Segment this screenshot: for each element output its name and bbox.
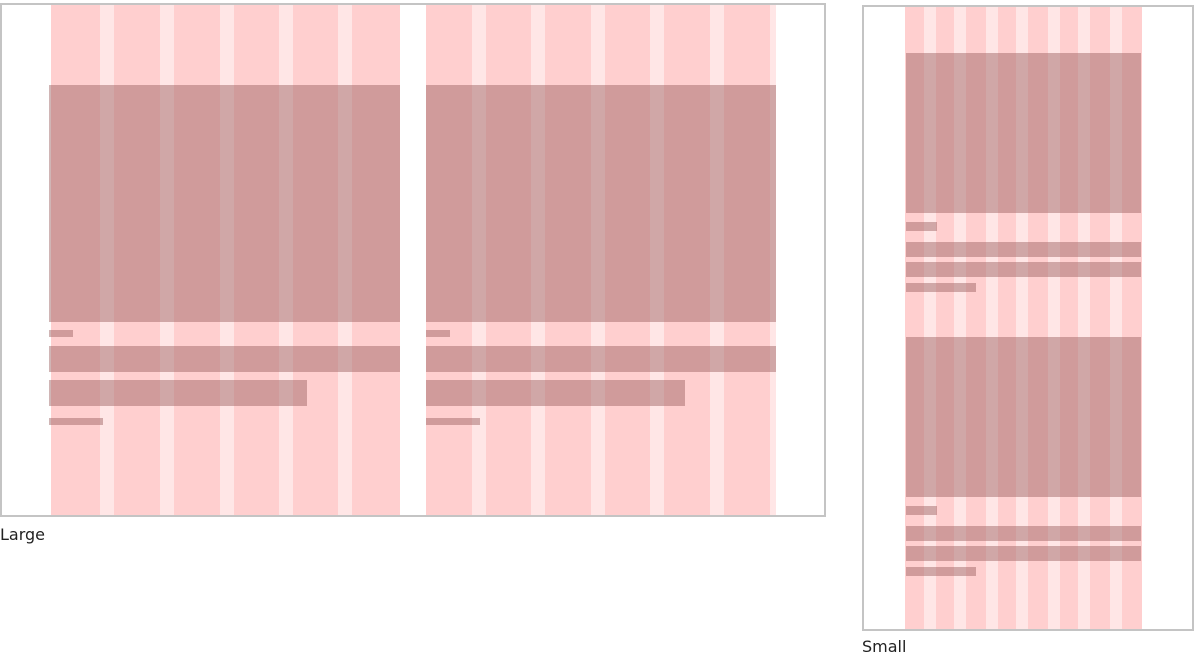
card-image-placeholder <box>49 85 400 322</box>
small-frame-caption: Small <box>862 637 907 656</box>
large-layout-frame <box>0 3 826 517</box>
card-title-line-placeholder <box>906 242 1141 257</box>
card-meta-placeholder <box>906 567 976 576</box>
card-image-placeholder <box>426 85 776 322</box>
gutter <box>279 5 293 515</box>
gutter <box>220 5 234 515</box>
card-title-line-placeholder <box>906 546 1141 561</box>
small-layout-frame <box>862 5 1194 631</box>
card-meta-placeholder <box>426 418 480 425</box>
grid-region-left <box>51 5 400 515</box>
card-title-line-short-placeholder <box>426 380 685 406</box>
card-eyebrow-placeholder <box>426 330 450 337</box>
card-eyebrow-placeholder <box>906 506 937 515</box>
card-image-placeholder <box>906 337 1141 497</box>
gutter <box>986 7 998 629</box>
gutter <box>650 5 664 515</box>
gutter <box>924 7 936 629</box>
gutter <box>954 7 966 629</box>
gutter <box>1048 7 1060 629</box>
large-frame-caption: Large <box>0 525 46 544</box>
card-title-line-short-placeholder <box>49 380 307 406</box>
gutter <box>472 5 486 515</box>
gutter <box>1110 7 1122 629</box>
grid-region <box>905 7 1142 629</box>
card-eyebrow-placeholder <box>49 330 73 337</box>
card-meta-placeholder <box>906 283 976 292</box>
gutter <box>591 5 605 515</box>
card-title-line-placeholder <box>426 346 776 372</box>
card-eyebrow-placeholder <box>906 222 937 231</box>
gutter <box>1016 7 1028 629</box>
gutter <box>1078 7 1090 629</box>
gutter <box>100 5 114 515</box>
card-meta-placeholder <box>49 418 103 425</box>
gutter <box>770 5 776 515</box>
card-title-line-placeholder <box>906 262 1141 277</box>
gutter <box>710 5 724 515</box>
gutter <box>531 5 545 515</box>
grid-region-right <box>426 5 776 515</box>
gutter <box>338 5 352 515</box>
card-image-placeholder <box>906 53 1141 213</box>
gutter <box>160 5 174 515</box>
card-title-line-placeholder <box>49 346 400 372</box>
card-title-line-placeholder <box>906 526 1141 541</box>
